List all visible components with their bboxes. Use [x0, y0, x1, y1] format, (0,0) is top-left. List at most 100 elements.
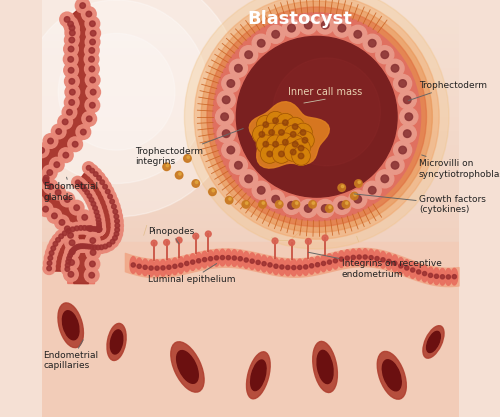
Bar — [42, 327, 459, 334]
Circle shape — [48, 184, 54, 189]
Circle shape — [99, 245, 104, 250]
Ellipse shape — [398, 258, 404, 274]
Circle shape — [96, 227, 100, 231]
Ellipse shape — [439, 269, 446, 285]
Circle shape — [47, 208, 62, 223]
Circle shape — [48, 256, 52, 260]
Circle shape — [216, 108, 234, 126]
Circle shape — [282, 196, 300, 214]
Circle shape — [102, 186, 114, 198]
Circle shape — [66, 223, 78, 235]
Circle shape — [60, 221, 74, 236]
Circle shape — [68, 243, 80, 255]
Circle shape — [245, 51, 252, 58]
Circle shape — [76, 240, 88, 252]
Circle shape — [334, 259, 338, 263]
Circle shape — [322, 205, 329, 212]
Circle shape — [394, 141, 411, 159]
Circle shape — [78, 226, 83, 230]
Circle shape — [410, 268, 415, 272]
Text: Inner call mass: Inner call mass — [288, 87, 362, 97]
Circle shape — [96, 245, 100, 250]
Circle shape — [376, 170, 394, 188]
Ellipse shape — [350, 249, 356, 266]
Circle shape — [276, 133, 294, 151]
Circle shape — [226, 256, 230, 260]
Circle shape — [22, 179, 28, 185]
Circle shape — [422, 271, 426, 276]
Circle shape — [272, 238, 278, 244]
Circle shape — [369, 256, 373, 260]
Circle shape — [109, 232, 121, 244]
Circle shape — [86, 85, 101, 99]
Circle shape — [398, 91, 416, 109]
Circle shape — [92, 226, 96, 231]
Circle shape — [24, 167, 30, 173]
Circle shape — [89, 272, 94, 278]
Circle shape — [58, 115, 72, 129]
Bar — [42, 236, 459, 243]
Circle shape — [238, 256, 242, 261]
Circle shape — [292, 141, 298, 147]
Bar — [42, 146, 459, 153]
Circle shape — [74, 222, 87, 234]
Bar — [42, 21, 459, 28]
Circle shape — [345, 256, 350, 260]
Circle shape — [88, 226, 93, 231]
Circle shape — [93, 172, 105, 184]
Ellipse shape — [142, 259, 148, 276]
Circle shape — [114, 232, 118, 236]
Circle shape — [256, 115, 275, 134]
Circle shape — [43, 177, 49, 183]
Bar — [42, 334, 459, 341]
Circle shape — [97, 227, 102, 232]
Circle shape — [56, 129, 62, 134]
Circle shape — [259, 132, 264, 137]
Circle shape — [262, 202, 264, 204]
Circle shape — [274, 264, 278, 268]
Circle shape — [86, 26, 101, 40]
Circle shape — [143, 265, 147, 269]
Circle shape — [232, 256, 236, 260]
Circle shape — [68, 233, 73, 238]
Circle shape — [272, 196, 280, 203]
Circle shape — [84, 43, 99, 58]
Circle shape — [104, 191, 116, 203]
Circle shape — [111, 215, 123, 227]
Circle shape — [74, 240, 86, 252]
Circle shape — [201, 1, 432, 232]
Circle shape — [90, 30, 96, 36]
Circle shape — [286, 135, 304, 153]
Circle shape — [294, 123, 312, 142]
Ellipse shape — [231, 250, 237, 266]
Circle shape — [304, 265, 308, 269]
Circle shape — [64, 255, 79, 270]
Ellipse shape — [62, 311, 79, 340]
Circle shape — [58, 33, 175, 150]
Circle shape — [106, 196, 118, 208]
Circle shape — [55, 230, 67, 242]
Circle shape — [20, 162, 34, 177]
Bar — [42, 160, 459, 167]
Circle shape — [39, 171, 54, 186]
Circle shape — [94, 223, 106, 235]
Circle shape — [94, 227, 98, 231]
Bar — [42, 354, 459, 362]
Circle shape — [69, 242, 82, 254]
Circle shape — [316, 199, 334, 218]
Ellipse shape — [320, 255, 327, 272]
Circle shape — [351, 255, 356, 259]
Circle shape — [404, 266, 409, 270]
Circle shape — [357, 255, 362, 259]
Circle shape — [288, 201, 296, 209]
Circle shape — [114, 214, 118, 219]
Circle shape — [78, 182, 82, 187]
Circle shape — [236, 36, 397, 197]
Circle shape — [137, 264, 141, 269]
Circle shape — [167, 265, 171, 269]
Circle shape — [42, 165, 57, 180]
Ellipse shape — [160, 259, 166, 276]
Circle shape — [100, 180, 104, 184]
Circle shape — [86, 194, 98, 206]
Circle shape — [228, 198, 231, 200]
